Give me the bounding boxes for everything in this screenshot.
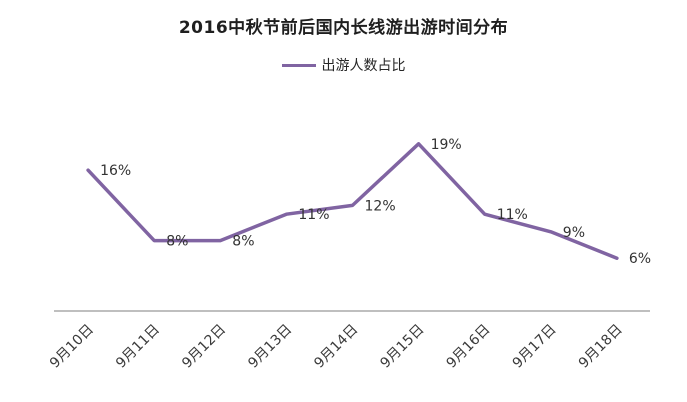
data-point-label: 16% [100,163,131,179]
series-line [86,142,619,260]
x-axis-tick-label: 9月12日 [179,322,229,372]
data-point-label: 19% [431,137,462,153]
legend-line-swatch [281,63,316,67]
legend: 出游人数占比 [0,55,687,75]
data-point-label: 9% [563,225,585,241]
x-axis-tick-label: 9月17日 [510,322,560,372]
legend-label: 出游人数占比 [321,58,406,74]
x-axis-tick-label: 9月18日 [576,322,626,372]
data-point-label: 11% [298,207,329,223]
x-axis-tick-label: 9月16日 [444,322,494,372]
data-point-label: 8% [166,234,188,250]
data-point-label: 12% [365,198,396,214]
x-axis-tick-label: 9月10日 [47,322,97,372]
x-axis-tick-label: 9月13日 [245,322,295,372]
data-point-label: 6% [629,251,651,267]
x-axis-tick-label: 9月15日 [377,322,427,372]
x-axis-tick-label: 9月14日 [311,322,361,372]
x-axis-tick-label: 9月11日 [113,322,163,372]
data-point-label: 11% [497,207,528,223]
chart-title: 2016中秋节前后国内长线游出游时间分布 [178,18,509,38]
data-point-label: 8% [232,234,254,250]
